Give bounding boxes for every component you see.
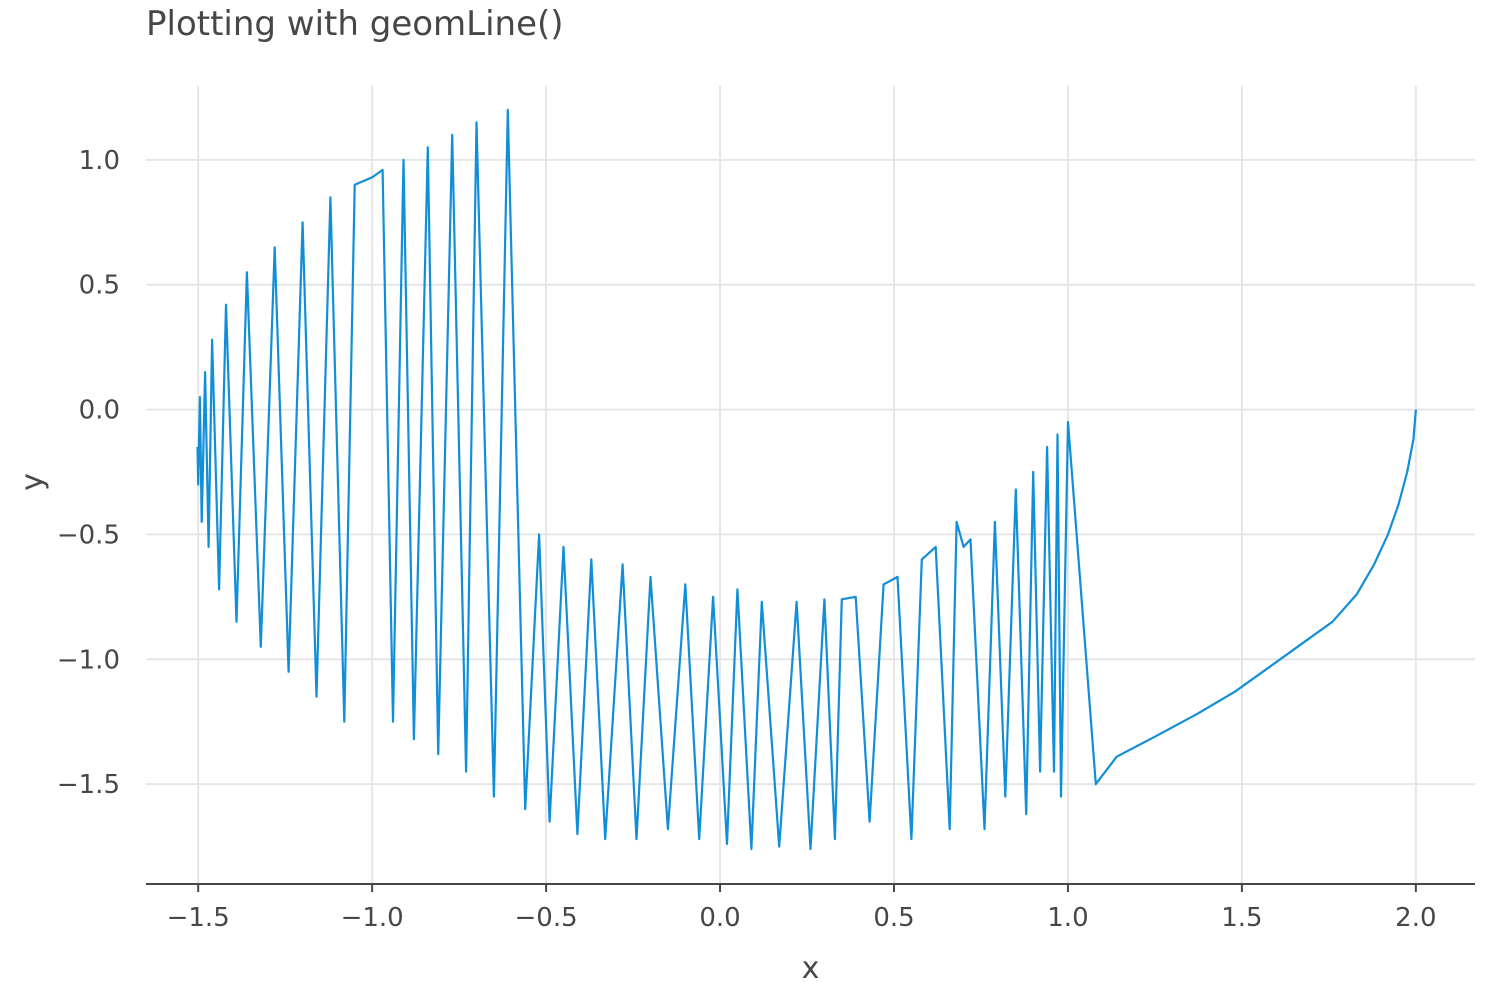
x-tick-label: −0.5 xyxy=(515,903,578,933)
x-tick-label: 2.0 xyxy=(1395,903,1436,933)
x-axis-ticks: −1.5 −1.0 −0.5 0.0 0.5 1.0 1.5 2.0 xyxy=(167,884,1437,933)
y-tick-label: −1.5 xyxy=(57,770,120,800)
x-axis-title: x xyxy=(802,951,820,986)
x-tick-label: −1.5 xyxy=(167,903,230,933)
y-gridlines xyxy=(146,158,1475,786)
y-tick-label: −1.0 xyxy=(57,645,120,675)
x-gridlines xyxy=(197,86,1417,884)
x-tick-label: 1.5 xyxy=(1221,903,1262,933)
x-tick-label: 0.0 xyxy=(699,903,740,933)
y-tick-label: 0.5 xyxy=(79,271,120,301)
x-tick-label: 0.5 xyxy=(873,903,914,933)
y-tick-label: 0.0 xyxy=(79,396,120,426)
y-tick-label: 1.0 xyxy=(79,146,120,176)
y-tick-label: −0.5 xyxy=(57,520,120,550)
series-line xyxy=(196,108,1417,851)
x-tick-label: −1.0 xyxy=(341,903,404,933)
y-axis-ticks: −1.5 −1.0 −0.5 0.0 0.5 1.0 xyxy=(57,146,120,800)
chart-title: Plotting with geomLine() xyxy=(146,4,564,44)
x-tick-label: 1.0 xyxy=(1047,903,1088,933)
y-axis-title: y xyxy=(15,473,50,491)
